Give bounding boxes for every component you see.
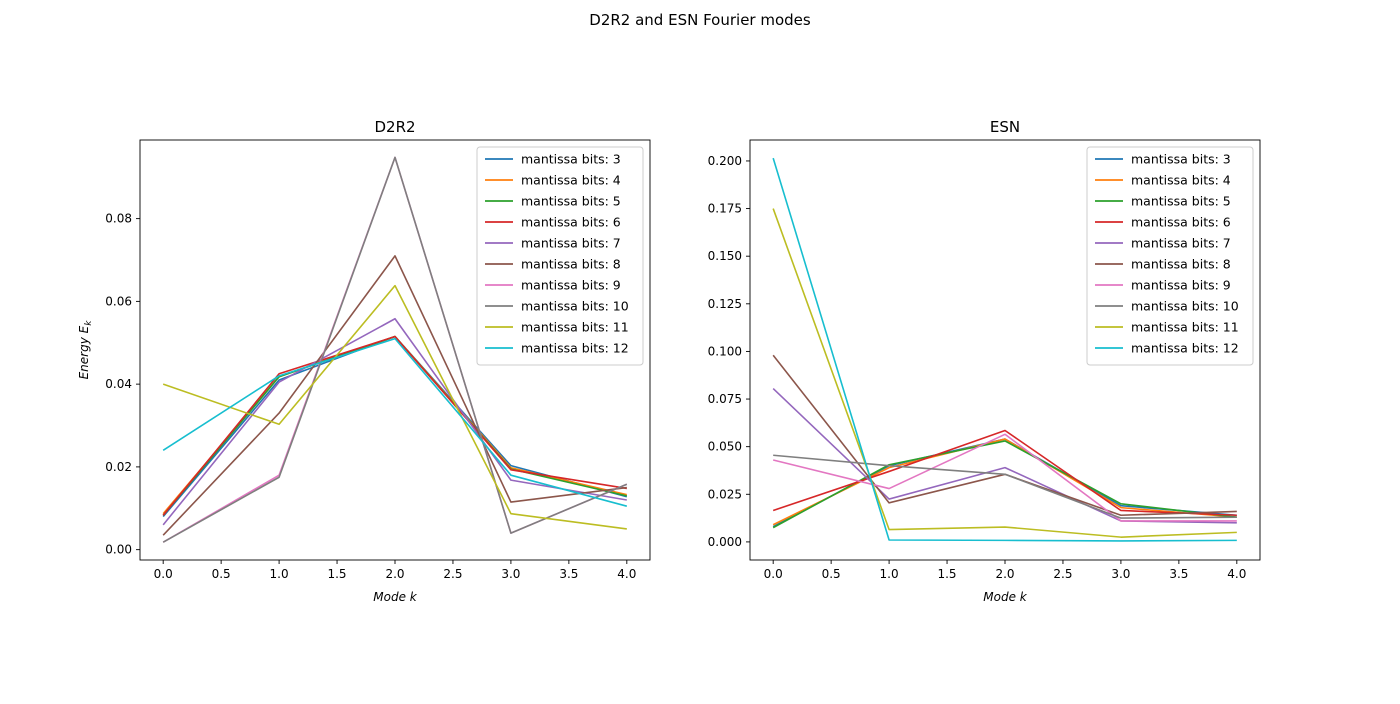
series-lines <box>772 157 1237 542</box>
y-tick-label: 0.100 <box>708 344 742 358</box>
legend-label: mantissa bits: 9 <box>1131 278 1231 293</box>
x-tick-label: 1.0 <box>270 567 289 581</box>
series-line-mantissa-bits-11 <box>162 284 627 530</box>
x-tick-label: 4.0 <box>1227 567 1246 581</box>
legend-label: mantissa bits: 10 <box>1131 299 1239 314</box>
y-tick-label: 0.200 <box>708 154 742 168</box>
series-line-mantissa-bits-5 <box>772 440 1237 529</box>
x-tick-label: 2.0 <box>995 567 1014 581</box>
figure-suptitle: D2R2 and ESN Fourier modes <box>589 11 811 29</box>
y-tick-label: 0.06 <box>105 294 132 308</box>
series-lines <box>162 156 628 543</box>
legend-label: mantissa bits: 4 <box>521 173 621 188</box>
x-tick-label: 3.0 <box>1111 567 1130 581</box>
legend-label: mantissa bits: 7 <box>1131 236 1231 251</box>
legend-label: mantissa bits: 11 <box>521 320 629 335</box>
series-line-mantissa-bits-10 <box>162 156 628 543</box>
x-axis-label: Mode k <box>373 590 418 604</box>
legend-label: mantissa bits: 3 <box>521 152 621 167</box>
legend-box <box>476 146 644 366</box>
x-tick-label: 4.0 <box>617 567 636 581</box>
x-tick-label: 3.0 <box>501 567 520 581</box>
subplot-esn: ESN 0.0 0.5 1.0 1.5 2.0 2.5 3.0 3.5 4.0 0.000 0.025… <box>708 118 1261 604</box>
series-line-mantissa-bits-10 <box>773 454 1237 519</box>
series-line-mantissa-bits-4 <box>772 438 1237 526</box>
x-tick-label: 2.0 <box>385 567 404 581</box>
x-tick-label: 3.5 <box>1169 567 1188 581</box>
x-ticks: 0.0 0.5 1.0 1.5 2.0 2.5 3.0 3.5 4.0 <box>764 560 1246 581</box>
x-tick-label: 0.0 <box>154 567 173 581</box>
y-tick-label: 0.04 <box>105 377 132 391</box>
legend-label: mantissa bits: 7 <box>521 236 621 251</box>
subplot-title: ESN <box>990 118 1020 136</box>
series-line-mantissa-bits-6 <box>772 429 1237 517</box>
y-tick-label: 0.175 <box>708 202 742 216</box>
legend-label: mantissa bits: 8 <box>1131 257 1231 272</box>
x-ticks: 0.0 0.5 1.0 1.5 2.0 2.5 3.0 3.5 4.0 <box>154 560 636 581</box>
x-tick-label: 1.5 <box>327 567 346 581</box>
x-tick-label: 1.5 <box>937 567 956 581</box>
series-line-mantissa-bits-9 <box>772 433 1237 522</box>
series-line-mantissa-bits-11 <box>772 208 1237 538</box>
y-tick-label: 0.075 <box>708 392 742 406</box>
y-ticks: 0.00 0.02 0.04 0.06 0.08 <box>105 212 140 557</box>
legend-box <box>1086 146 1254 366</box>
y-tick-label: 0.00 <box>105 543 132 557</box>
x-tick-label: 3.5 <box>559 567 578 581</box>
y-tick-label: 0.025 <box>708 487 742 501</box>
series-line-mantissa-bits-6 <box>162 335 627 516</box>
legend-label: mantissa bits: 6 <box>1131 215 1231 230</box>
legend-label: mantissa bits: 3 <box>1131 152 1231 167</box>
y-tick-label: 0.02 <box>105 460 132 474</box>
legend-label: mantissa bits: 11 <box>1131 320 1239 335</box>
legend-label: mantissa bits: 12 <box>1131 341 1239 356</box>
legend-label: mantissa bits: 6 <box>521 215 621 230</box>
subplot-title: D2R2 <box>374 118 415 136</box>
legend-label: mantissa bits: 10 <box>521 299 629 314</box>
x-tick-label: 2.5 <box>443 567 462 581</box>
y-tick-label: 0.050 <box>708 440 742 454</box>
legend-label: mantissa bits: 8 <box>521 257 621 272</box>
legend: mantissa bits: 3 mantissa bits: 4 mantissa… <box>476 146 644 366</box>
series-line-mantissa-bits-12 <box>162 337 628 507</box>
y-tick-label: 0.000 <box>708 535 742 549</box>
x-axis-label: Mode k <box>983 590 1028 604</box>
legend: mantissa bits: 3 mantissa bits: 4 mantissa… <box>1086 146 1254 366</box>
y-tick-label: 0.125 <box>708 297 742 311</box>
series-line-mantissa-bits-7 <box>162 317 627 526</box>
y-tick-label: 0.150 <box>708 249 742 263</box>
y-ticks: 0.000 0.025 0.050 0.075 0.100 0.125 0.150 0.175… <box>708 154 750 549</box>
legend-label: mantissa bits: 9 <box>521 278 621 293</box>
x-tick-label: 0.0 <box>764 567 783 581</box>
legend-label: mantissa bits: 5 <box>521 194 621 209</box>
legend-label: mantissa bits: 4 <box>1131 173 1231 188</box>
y-tick-label: 0.08 <box>105 212 132 226</box>
x-tick-label: 0.5 <box>212 567 231 581</box>
series-line-mantissa-bits-12 <box>772 157 1237 542</box>
x-tick-label: 0.5 <box>822 567 841 581</box>
x-tick-label: 2.5 <box>1053 567 1072 581</box>
legend-label: mantissa bits: 12 <box>521 341 629 356</box>
legend-label: mantissa bits: 5 <box>1131 194 1231 209</box>
y-axis-label: Energy Ek <box>77 320 94 380</box>
x-tick-label: 1.0 <box>880 567 899 581</box>
series-line-mantissa-bits-8 <box>162 255 627 536</box>
